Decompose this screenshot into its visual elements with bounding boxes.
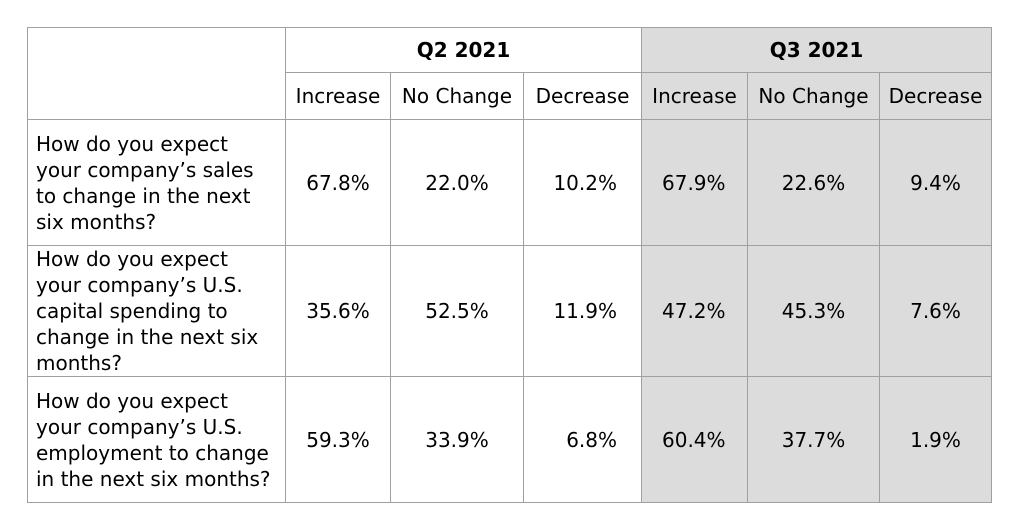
corner-cell	[27, 27, 286, 120]
question-cell: How do you expect your company’s sales t…	[27, 119, 286, 246]
q2-increase-value: 59.3%	[285, 376, 391, 503]
q2-no-change-header: No Change	[390, 72, 524, 120]
survey-results-table: Q2 2021 Q3 2021 Increase No Change Decre…	[27, 27, 992, 503]
q3-no-change-value: 45.3%	[747, 245, 880, 377]
period-header-row: Q2 2021 Q3 2021	[27, 27, 992, 120]
table-row-employment: How do you expect your company’s U.S. em…	[27, 376, 992, 503]
q2-no-change-value: 33.9%	[390, 376, 524, 503]
question-cell: How do you expect your company’s U.S. em…	[27, 376, 286, 503]
q2-decrease-value: 6.8%	[523, 376, 642, 503]
q3-decrease-value: 1.9%	[879, 376, 992, 503]
q3-no-change-value: 37.7%	[747, 376, 880, 503]
q3-decrease-header: Decrease	[879, 72, 992, 120]
q2-decrease-header: Decrease	[523, 72, 642, 120]
q3-no-change-value: 22.6%	[747, 119, 880, 246]
q3-no-change-header: No Change	[747, 72, 880, 120]
table-row-sales: How do you expect your company’s sales t…	[27, 119, 992, 246]
q2-increase-header: Increase	[285, 72, 391, 120]
question-cell: How do you expect your company’s U.S. ca…	[27, 245, 286, 377]
sub-header-row: Increase No Change Decrease Increase No …	[28, 72, 992, 120]
period-header-q2: Q2 2021	[285, 27, 642, 73]
table-row-capital-spending: How do you expect your company’s U.S. ca…	[27, 245, 992, 377]
q2-no-change-value: 52.5%	[390, 245, 524, 377]
q3-increase-value: 67.9%	[641, 119, 748, 246]
q3-increase-value: 47.2%	[641, 245, 748, 377]
q2-increase-value: 67.8%	[285, 119, 391, 246]
q3-decrease-value: 7.6%	[879, 245, 992, 377]
q2-decrease-value: 11.9%	[523, 245, 642, 377]
q2-increase-value: 35.6%	[285, 245, 391, 377]
q3-increase-header: Increase	[641, 72, 748, 120]
period-header-q3: Q3 2021	[641, 27, 992, 73]
q2-no-change-value: 22.0%	[390, 119, 524, 246]
q3-increase-value: 60.4%	[641, 376, 748, 503]
q2-decrease-value: 10.2%	[523, 119, 642, 246]
q3-decrease-value: 9.4%	[879, 119, 992, 246]
